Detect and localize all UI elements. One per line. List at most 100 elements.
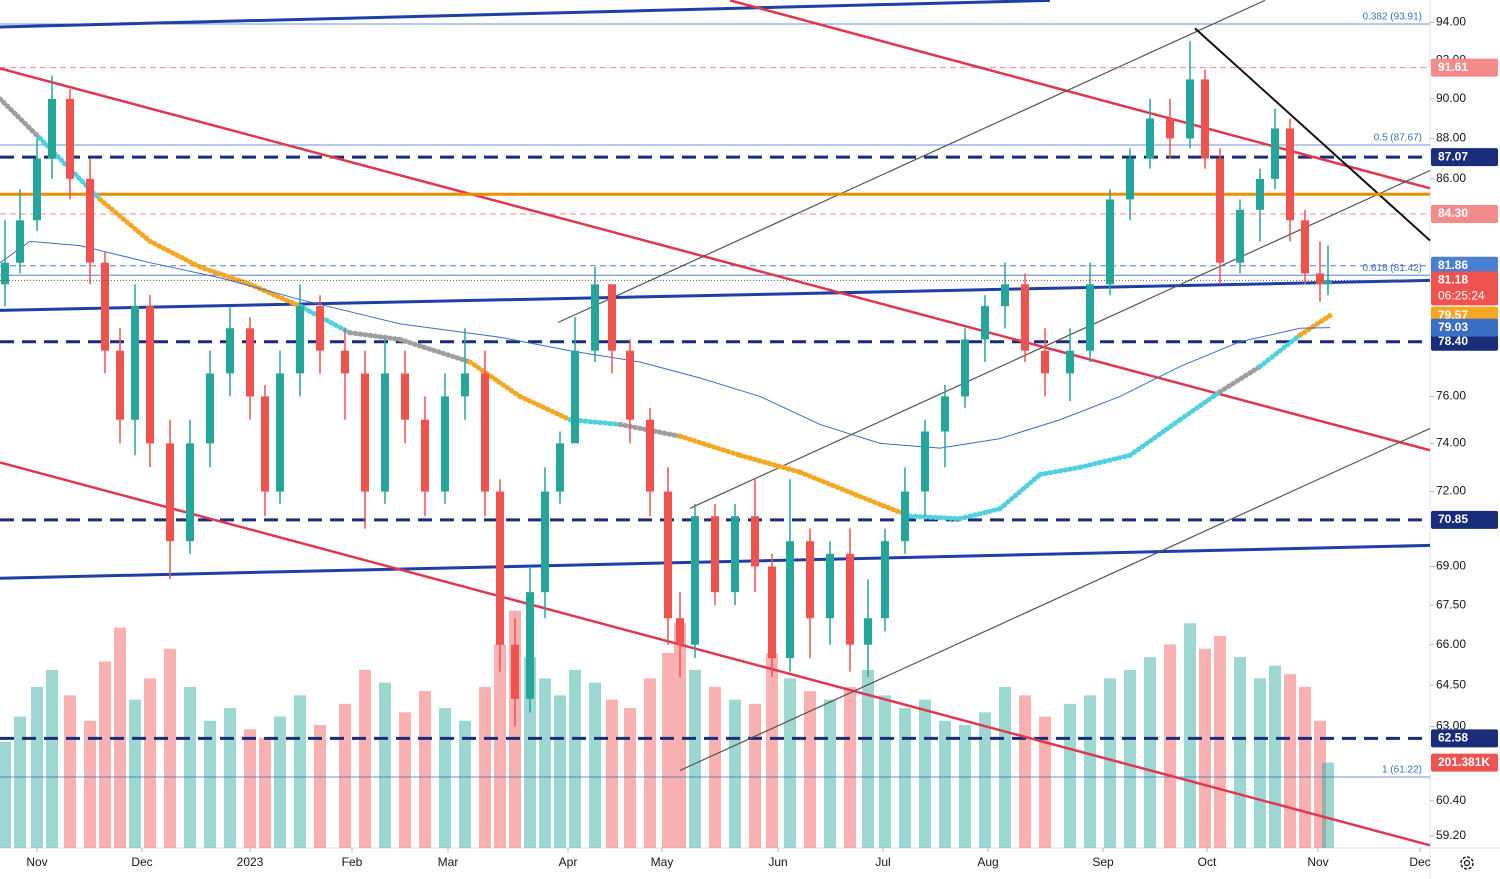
volume-bar xyxy=(1019,695,1031,848)
candle-body xyxy=(166,443,174,542)
trend-line xyxy=(0,0,1051,29)
volume-bar xyxy=(64,695,76,848)
volume-bar xyxy=(144,678,156,848)
price-label-text: 81.86 xyxy=(1438,258,1468,272)
price-label: 91.61 xyxy=(1431,58,1498,77)
candle-body xyxy=(806,541,814,619)
candle-body xyxy=(276,373,284,492)
price-label-bg xyxy=(1431,205,1498,224)
trend-line xyxy=(729,0,1431,190)
x-tick-label: Jun xyxy=(768,855,787,869)
candle-body xyxy=(316,306,324,351)
candle-body xyxy=(1166,118,1174,139)
volume-bar xyxy=(459,720,471,848)
volume-bar xyxy=(624,708,636,848)
price-label-bg xyxy=(1431,332,1498,351)
candle-body xyxy=(1021,284,1029,351)
fib-label: 0.382 (93.91) xyxy=(1363,12,1423,23)
x-tick-label: Feb xyxy=(342,855,363,869)
candle-body xyxy=(646,419,654,492)
price-label-text: 87.07 xyxy=(1438,149,1468,163)
x-tick-label: 2023 xyxy=(237,855,264,869)
ma-segment xyxy=(1257,332,1303,370)
x-tick-label: Nov xyxy=(1307,855,1328,869)
y-tick-label: 59.20 xyxy=(1436,828,1466,842)
volume-bar xyxy=(1269,665,1281,848)
candle-body xyxy=(146,306,154,444)
candle-body xyxy=(941,396,949,432)
volume-bar xyxy=(1144,657,1156,848)
fib-label: 0.618 (81.42) xyxy=(1363,263,1423,274)
plot-area: 0.382 (93.91) 0.5 (87.67) 0.618 (81.42) 1 (… xyxy=(0,0,1431,848)
volume-bar xyxy=(439,708,451,848)
volume-bar xyxy=(674,623,686,848)
ma-segment xyxy=(147,238,203,270)
candle-body xyxy=(1041,350,1049,374)
ma-segment xyxy=(347,330,403,342)
ma-line xyxy=(0,240,1331,449)
y-tick-label: 67.50 xyxy=(1436,597,1466,611)
ma-segment xyxy=(1127,417,1183,458)
candle-body xyxy=(341,350,349,374)
ma-segment xyxy=(1077,452,1133,470)
y-tick-label: 76.00 xyxy=(1436,389,1466,403)
price-label-bg xyxy=(1431,510,1498,529)
volume-bar xyxy=(1299,686,1311,848)
volume-bar xyxy=(606,699,618,848)
candle-body xyxy=(591,284,599,351)
candle-body xyxy=(864,618,872,645)
price-label: 201.381K xyxy=(1431,753,1498,772)
volume-bar xyxy=(1284,674,1296,848)
volume-bar xyxy=(879,695,891,848)
y-tick-label: 88.00 xyxy=(1436,131,1466,145)
candle-body xyxy=(1186,79,1194,139)
settings-icon[interactable] xyxy=(1460,856,1474,870)
candle-body xyxy=(1324,280,1332,285)
candle-body xyxy=(441,396,449,492)
countdown: 06:25:24 xyxy=(1438,289,1485,303)
volume-bar xyxy=(524,657,536,848)
candle-body xyxy=(246,328,254,397)
x-tick-label: Mar xyxy=(438,855,459,869)
volume-bar xyxy=(184,686,196,848)
volume-bar xyxy=(99,661,111,848)
volume-bar xyxy=(662,652,674,848)
price-label-text: 91.61 xyxy=(1438,60,1468,74)
candle-body xyxy=(1271,128,1279,179)
candle-body xyxy=(186,443,194,542)
candle-body xyxy=(981,306,989,340)
volume-bar xyxy=(939,720,951,848)
candle-body xyxy=(421,419,429,492)
y-tick-label: 64.50 xyxy=(1436,677,1466,691)
candle-body xyxy=(1146,118,1154,159)
trend-line xyxy=(679,427,1431,771)
volume-bar xyxy=(1039,716,1051,848)
trend-line xyxy=(0,278,1431,312)
y-tick-label: 86.00 xyxy=(1436,171,1466,185)
price-label: 70.85 xyxy=(1431,510,1498,529)
volume-bar xyxy=(824,699,836,848)
candle-body xyxy=(206,373,214,444)
candle-body xyxy=(461,373,469,397)
candle-body xyxy=(676,618,684,645)
volume-bar xyxy=(1164,644,1176,848)
y-tick-label: 63.00 xyxy=(1436,719,1466,733)
candle-body xyxy=(1001,284,1009,307)
volume-bar xyxy=(0,742,11,848)
candle-body xyxy=(664,491,672,619)
x-tick-label: May xyxy=(651,855,674,869)
candle-body xyxy=(16,220,24,263)
price-label: 78.40 xyxy=(1431,332,1498,351)
trend-line xyxy=(1194,27,1431,242)
candle-body xyxy=(541,491,549,593)
ma-segment xyxy=(737,452,803,475)
volume-bar xyxy=(1214,636,1226,848)
volume-bar xyxy=(1322,762,1334,848)
ma-segment xyxy=(957,506,1003,522)
volume-bar xyxy=(244,729,256,848)
candle-body xyxy=(1216,158,1224,263)
candle-body xyxy=(1066,350,1074,374)
volume-bar xyxy=(589,682,601,848)
candle-body xyxy=(961,339,969,397)
volume-bar xyxy=(749,703,761,848)
